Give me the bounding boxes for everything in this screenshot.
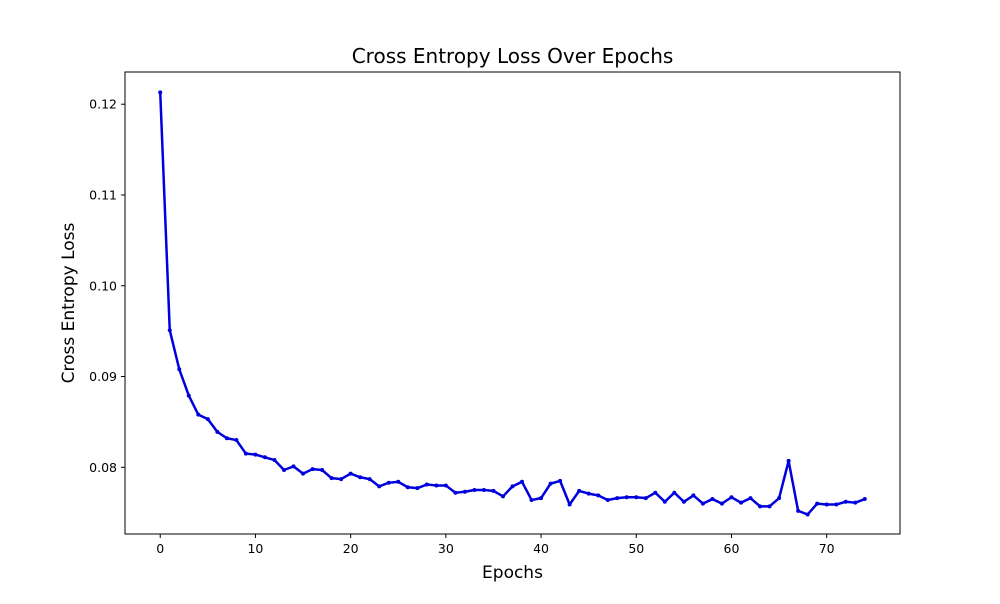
loss-data-point <box>396 479 401 484</box>
loss-data-point <box>691 493 696 498</box>
y-tick-label: 0.10 <box>89 278 117 293</box>
loss-data-point <box>729 495 734 500</box>
x-tick-label: 30 <box>438 541 454 556</box>
loss-data-point <box>624 495 629 500</box>
loss-data-point <box>158 90 163 95</box>
y-tick-label: 0.09 <box>89 369 117 384</box>
loss-data-point <box>596 493 601 498</box>
loss-data-point <box>301 471 306 476</box>
loss-data-point <box>320 468 325 473</box>
loss-data-point <box>815 501 820 506</box>
loss-data-point <box>377 484 382 489</box>
x-tick-label: 10 <box>247 541 263 556</box>
loss-data-point <box>472 487 477 492</box>
loss-data-point <box>719 501 724 506</box>
x-tick-label: 0 <box>156 541 164 556</box>
plot-area <box>158 90 867 517</box>
loss-data-point <box>177 367 182 372</box>
loss-data-point <box>310 467 315 472</box>
loss-data-point <box>681 499 686 504</box>
y-tick-label: 0.12 <box>89 97 117 112</box>
loss-data-point <box>662 499 667 504</box>
loss-data-point <box>786 458 791 463</box>
x-tick-label: 70 <box>819 541 835 556</box>
x-tick-label: 40 <box>533 541 549 556</box>
loss-data-point <box>567 502 572 507</box>
loss-data-point <box>824 502 829 507</box>
loss-data-point <box>834 502 839 507</box>
y-tick-label: 0.08 <box>89 460 117 475</box>
loss-data-point <box>643 496 648 501</box>
x-tick-label: 20 <box>343 541 359 556</box>
loss-data-point <box>215 429 220 434</box>
y-axis-label: Cross Entropy Loss <box>59 222 79 383</box>
y-axis-ticks: 0.08 0.09 0.10 0.11 0.12 <box>89 97 125 475</box>
x-tick-label: 50 <box>628 541 644 556</box>
loss-data-point <box>443 483 448 488</box>
x-axis-ticks: 0 10 20 30 40 50 60 70 <box>156 534 835 556</box>
loss-data-point <box>777 496 782 501</box>
loss-data-point <box>615 496 620 501</box>
loss-data-point <box>234 438 239 443</box>
loss-data-point <box>853 500 858 505</box>
loss-data-point <box>453 490 458 495</box>
loss-data-point <box>500 494 505 499</box>
loss-data-point <box>405 485 410 490</box>
loss-data-point <box>700 501 705 506</box>
loss-data-point <box>415 486 420 491</box>
loss-data-point <box>739 500 744 505</box>
loss-data-point <box>558 478 563 483</box>
loss-data-point <box>167 328 172 333</box>
loss-data-point <box>796 508 801 513</box>
y-tick-label: 0.11 <box>89 187 117 202</box>
x-axis-label: Epochs <box>482 563 543 583</box>
loss-data-point <box>186 393 191 398</box>
loss-data-point <box>672 490 677 495</box>
loss-data-point <box>862 497 867 502</box>
loss-data-point <box>539 496 544 501</box>
loss-series-line <box>158 91 867 516</box>
loss-data-point <box>358 475 363 480</box>
x-tick-label: 60 <box>724 541 740 556</box>
loss-data-point <box>758 504 763 509</box>
loss-data-point <box>586 491 591 496</box>
loss-data-point <box>367 477 372 482</box>
loss-data-point <box>843 499 848 504</box>
loss-data-point <box>577 488 582 493</box>
loss-data-point <box>748 496 753 501</box>
loss-data-point <box>520 479 525 484</box>
loss-data-point <box>339 477 344 482</box>
loss-data-point <box>205 417 210 422</box>
loss-data-point <box>653 490 658 495</box>
loss-data-point <box>510 484 515 489</box>
loss-data-point <box>224 436 229 441</box>
loss-data-point <box>634 495 639 500</box>
loss-data-point <box>348 471 353 476</box>
loss-data-point <box>529 497 534 502</box>
loss-data-point <box>243 451 248 456</box>
plot-frame <box>124 71 901 535</box>
loss-data-point <box>548 481 553 486</box>
loss-data-point <box>481 487 486 492</box>
loss-data-point <box>710 497 715 502</box>
loss-data-point <box>281 468 286 473</box>
loss-data-point <box>329 476 334 481</box>
loss-data-point <box>424 482 429 487</box>
loss-data-point <box>386 480 391 485</box>
loss-data-point <box>805 512 810 517</box>
loss-data-point <box>491 488 496 493</box>
loss-data-point <box>262 455 267 460</box>
loss-data-point <box>434 483 439 488</box>
chart-title: Cross Entropy Loss Over Epochs <box>352 44 674 68</box>
loss-data-point <box>462 489 467 494</box>
loss-data-point <box>291 464 296 469</box>
loss-data-point <box>605 497 610 502</box>
loss-data-point <box>767 504 772 509</box>
loss-data-point <box>272 458 277 463</box>
loss-data-point <box>253 452 258 457</box>
loss-data-point <box>196 412 201 417</box>
